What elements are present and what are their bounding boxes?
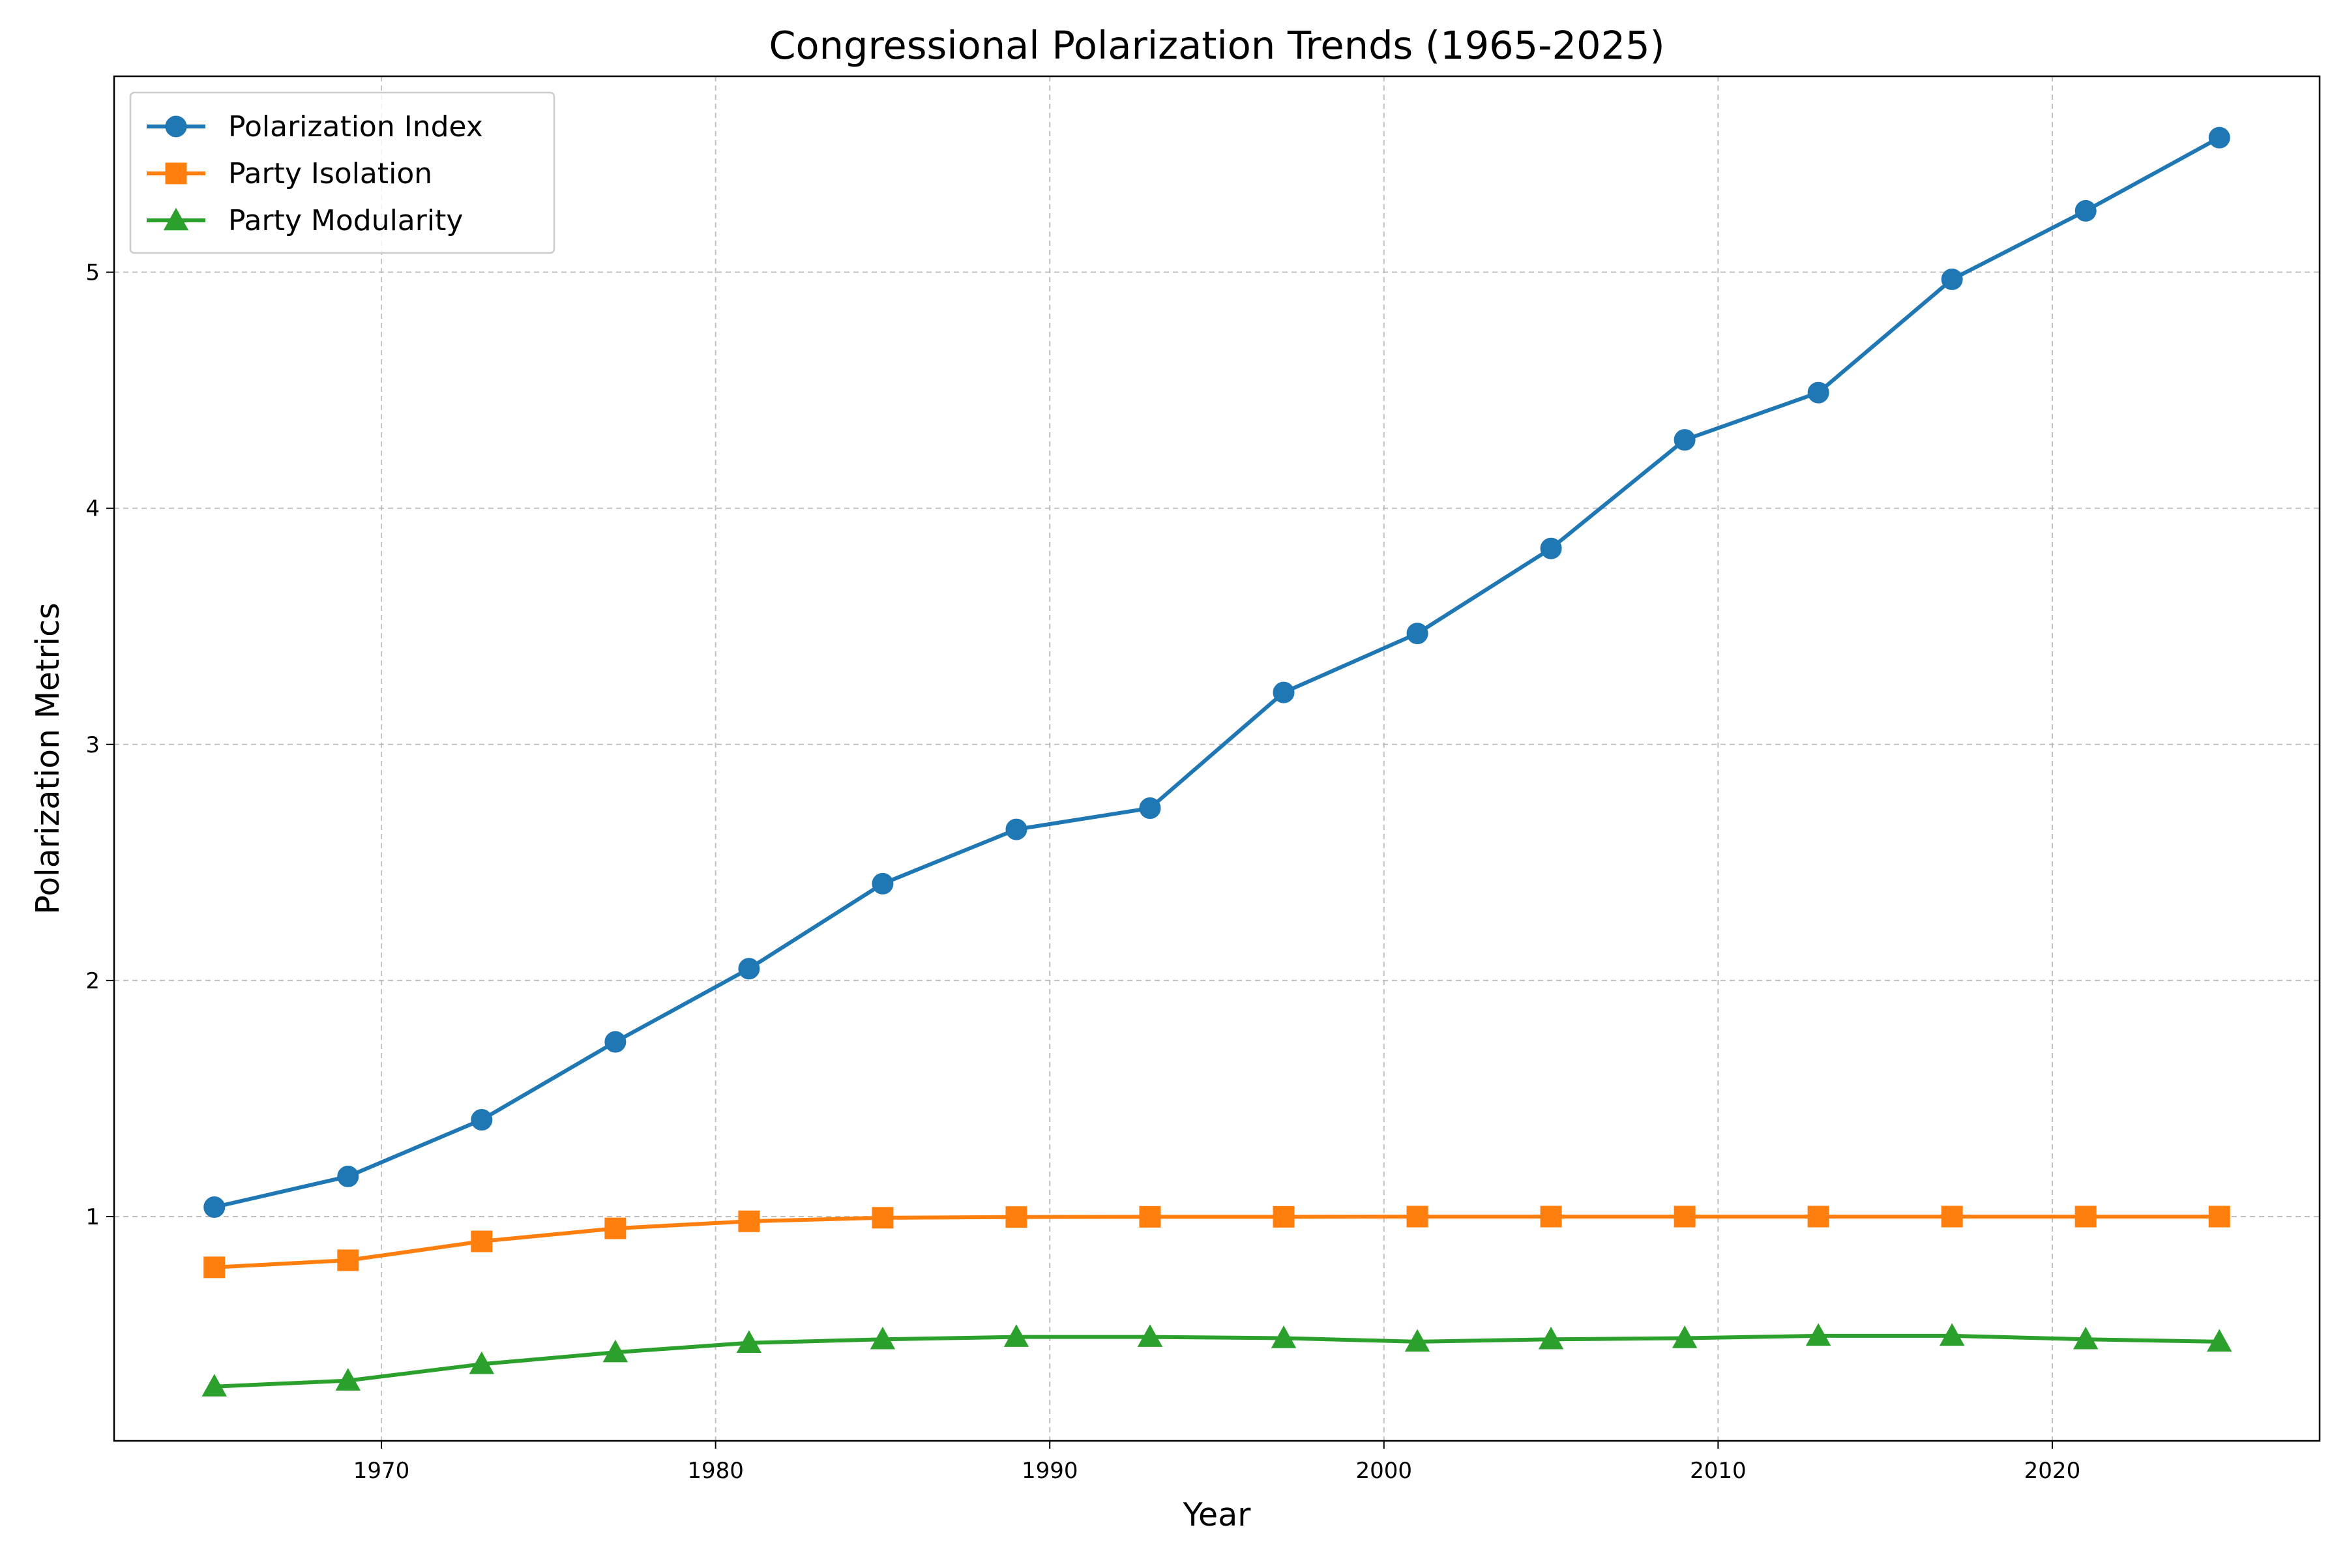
- data-point: [1273, 1206, 1295, 1228]
- legend-marker: [165, 115, 187, 138]
- y-tick-label: 5: [85, 260, 100, 286]
- legend-label: Party Modularity: [228, 204, 463, 237]
- legend-label: Party Isolation: [228, 157, 432, 190]
- legend-item: Polarization Index: [147, 110, 483, 143]
- series-party-isolation: [203, 1206, 2230, 1279]
- data-point: [1941, 268, 1963, 290]
- data-point: [1139, 1206, 1161, 1228]
- data-point: [1406, 623, 1428, 645]
- legend-box: [129, 91, 555, 254]
- legend-marker: [163, 207, 189, 231]
- data-point: [1805, 1323, 1831, 1346]
- ticks-layer: 1970 1980 1990 2000 2010 2020 1 2 3 4 5: [85, 260, 2080, 1484]
- x-tick-label: 1970: [353, 1458, 410, 1484]
- data-point: [203, 1256, 226, 1279]
- y-axis-label: Polarization Metrics: [29, 602, 66, 914]
- legend-items: Polarization Index Party Isolation Party M…: [147, 110, 483, 237]
- data-point: [471, 1109, 493, 1131]
- data-point: [870, 1326, 896, 1350]
- plot-frame: [113, 75, 2321, 1442]
- data-point: [1271, 1325, 1297, 1348]
- legend-marker: [165, 162, 187, 185]
- data-point: [201, 1374, 228, 1397]
- data-point: [1674, 1206, 1696, 1228]
- data-point: [337, 1165, 359, 1187]
- data-point: [602, 1339, 628, 1363]
- data-point: [738, 958, 760, 980]
- data-point: [872, 1207, 894, 1229]
- legend-item: Party Isolation: [147, 157, 432, 190]
- data-point: [1540, 537, 1562, 559]
- data-point: [604, 1217, 627, 1239]
- legend-item: Party Modularity: [147, 204, 463, 237]
- y-tick-label: 4: [85, 496, 100, 522]
- data-point: [471, 1230, 493, 1252]
- data-point: [1672, 1325, 1698, 1348]
- data-point: [2208, 126, 2230, 149]
- x-axis-label: Year: [1183, 1496, 1252, 1533]
- data-point: [1005, 1206, 1027, 1228]
- data-point: [1807, 1206, 1829, 1228]
- series-line: [212, 1214, 2222, 1269]
- data-point: [1137, 1324, 1163, 1347]
- data-point: [736, 1330, 762, 1353]
- data-point: [1807, 381, 1829, 404]
- x-tick-label: 2000: [1356, 1458, 1413, 1484]
- data-point: [604, 1031, 627, 1053]
- x-tick-label: 1980: [687, 1458, 744, 1484]
- data-point: [1406, 1206, 1428, 1228]
- data-point: [1139, 797, 1161, 820]
- series-party-modularity: [201, 1323, 2232, 1397]
- chart-title: Congressional Polarization Trends (1965-…: [769, 23, 1664, 68]
- y-tick-label: 2: [85, 968, 100, 994]
- data-point: [1674, 429, 1696, 451]
- data-point: [335, 1368, 361, 1391]
- data-point: [1540, 1206, 1562, 1228]
- data-point: [2206, 1329, 2232, 1352]
- data-point: [1941, 1206, 1963, 1228]
- legend: Polarization Index Party Isolation Party M…: [129, 91, 555, 254]
- data-point: [2073, 1326, 2099, 1350]
- series-line: [212, 1333, 2222, 1389]
- data-point: [2074, 200, 2097, 222]
- legend-label: Polarization Index: [228, 110, 483, 143]
- data-point: [469, 1351, 495, 1374]
- y-tick-label: 1: [85, 1204, 100, 1230]
- data-point: [2208, 1206, 2230, 1228]
- series-polarization-index: [203, 126, 2230, 1219]
- data-point: [2074, 1206, 2097, 1228]
- series-layer: [201, 126, 2232, 1397]
- series-line: [212, 136, 2222, 1209]
- x-tick-label: 1990: [1022, 1458, 1078, 1484]
- x-tick-label: 2010: [1690, 1458, 1747, 1484]
- data-point: [738, 1210, 760, 1232]
- data-point: [1538, 1326, 1564, 1350]
- data-point: [1939, 1323, 1965, 1346]
- data-point: [337, 1249, 359, 1271]
- x-tick-label: 2020: [2024, 1458, 2081, 1484]
- y-tick-label: 3: [85, 732, 100, 758]
- data-point: [1005, 818, 1027, 840]
- data-point: [1003, 1324, 1029, 1347]
- data-point: [872, 872, 894, 895]
- data-point: [203, 1196, 226, 1219]
- data-point: [1273, 681, 1295, 703]
- data-point: [1404, 1329, 1430, 1352]
